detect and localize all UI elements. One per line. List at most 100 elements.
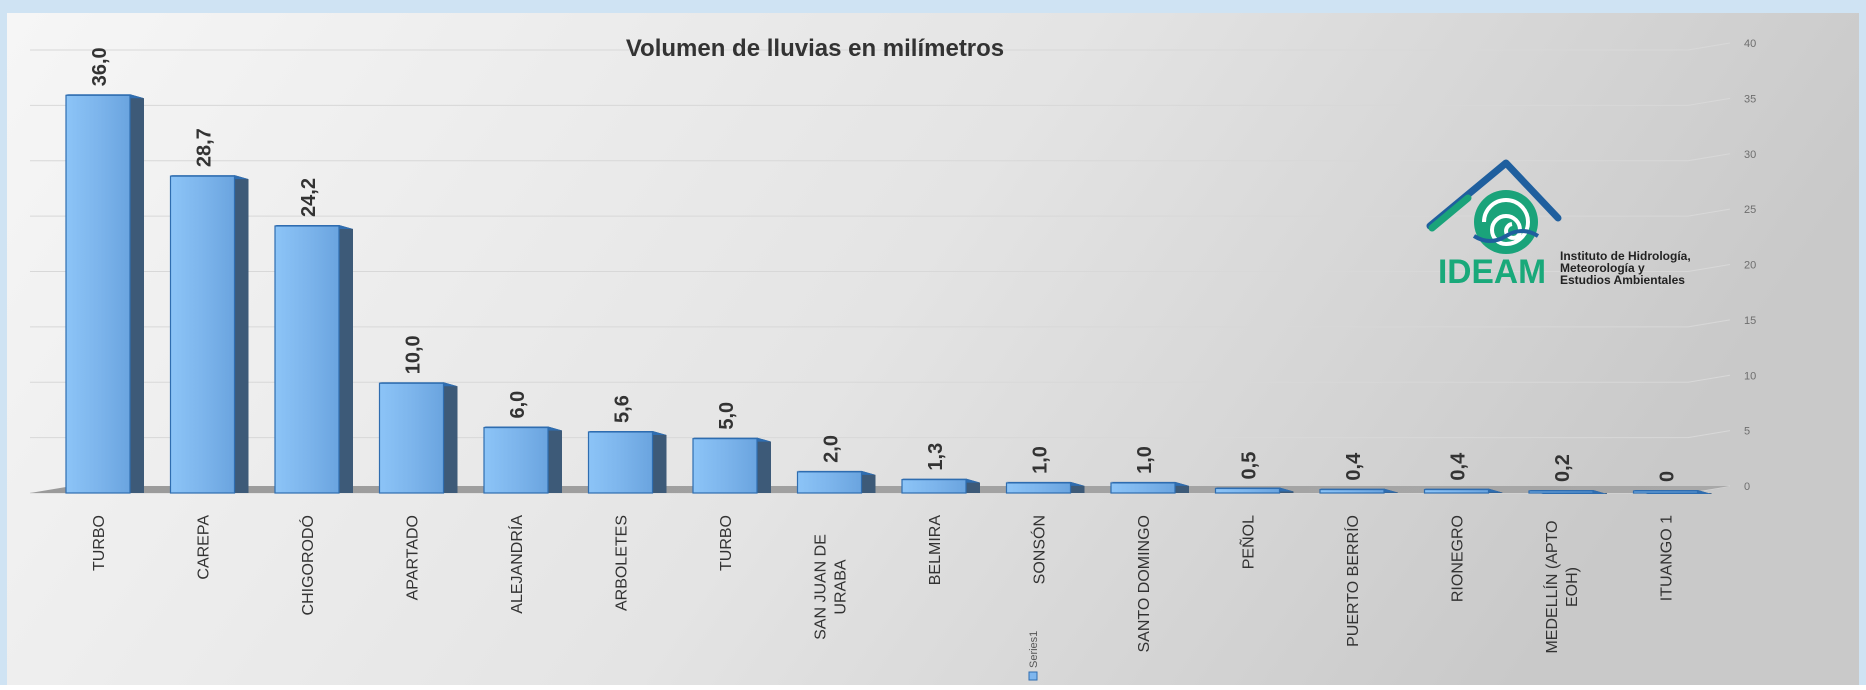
legend-label: Series1 — [1028, 631, 1040, 668]
bar-front — [901, 479, 967, 494]
bar — [1005, 481, 1085, 494]
data-label: 5,0 — [716, 402, 738, 430]
category-label: CHIGORODÓ — [298, 515, 317, 615]
bar — [692, 437, 771, 494]
bar-side — [548, 426, 562, 493]
gridline — [30, 374, 1731, 383]
data-label: 0,4 — [1448, 452, 1470, 481]
category-label: BELMIRA — [927, 515, 944, 586]
logo-brand: IDEAM — [1438, 253, 1546, 291]
bar-side — [861, 470, 876, 493]
bar — [901, 478, 980, 494]
bar — [274, 224, 353, 494]
bar-front — [1110, 482, 1176, 494]
category-label-line: ALEJANDRÍA — [507, 515, 526, 614]
category-label: ITUANGO 1 — [1659, 515, 1676, 601]
category-label-line: MEDELLÍN (APTO — [1542, 520, 1561, 653]
category-label: MEDELLÍN (APTO EOH) — [1542, 520, 1581, 653]
data-label: 28,7 — [194, 128, 216, 167]
bar — [587, 430, 667, 494]
bar-side — [234, 175, 249, 493]
category-label: ARBOLETES — [614, 515, 631, 611]
bar-front — [483, 426, 549, 494]
category-label-line: ITUANGO 1 — [1659, 515, 1676, 601]
category-label: SAN JUAN DE URABA — [813, 534, 850, 640]
category-label: CAREPA — [196, 515, 213, 580]
data-label: 0,2 — [1552, 454, 1574, 482]
gridline — [30, 97, 1731, 106]
chart-title: Volumen de lluvias en milímetros — [626, 35, 1004, 62]
category-label-line: APARTADO — [405, 515, 422, 600]
legend: Series1 — [1028, 631, 1040, 681]
bar-front — [587, 431, 654, 494]
category-label: TURBO — [718, 515, 735, 571]
data-label: 2,0 — [821, 435, 843, 463]
bar — [483, 426, 562, 494]
data-label: 10,0 — [403, 335, 425, 374]
bar-side — [443, 382, 458, 493]
bar-front — [1423, 488, 1490, 494]
gridline — [30, 264, 1731, 272]
category-label: SONSÓN — [1030, 515, 1049, 584]
bar — [169, 175, 249, 494]
gridline — [30, 153, 1731, 162]
data-label: 1,3 — [925, 443, 947, 471]
bar-front — [169, 175, 236, 494]
y-tick-label: 30 — [1744, 149, 1756, 161]
bar — [1319, 488, 1398, 494]
category-label-line: URABA — [833, 559, 850, 614]
gridline — [30, 42, 1731, 51]
bar — [378, 382, 458, 494]
category-labels: TURBO CAREPA CHIGORODÓ APARTADO ALEJANDRÍA AR… — [91, 515, 1676, 654]
data-label: 24,2 — [298, 178, 320, 217]
legend-swatch — [1028, 671, 1038, 681]
category-label-line: BELMIRA — [927, 515, 944, 586]
category-label-line: TURBO — [91, 515, 108, 571]
category-label: PEÑOL — [1238, 515, 1258, 569]
ideam-logo: IDEAM Instituto de Hidrología, Meteorolo… — [1426, 159, 1691, 291]
bar-side — [130, 94, 144, 494]
bar-front — [1319, 488, 1385, 494]
category-label-line: ARBOLETES — [614, 515, 631, 611]
y-tick-label: 25 — [1744, 204, 1756, 216]
category-label: SANTO DOMINGO — [1136, 515, 1153, 653]
bar-front — [796, 471, 863, 494]
bar — [65, 94, 144, 494]
bar-front — [1632, 490, 1699, 494]
bar — [1214, 487, 1294, 494]
data-label: 1,0 — [1134, 446, 1156, 474]
logo-swirl-inner-icon — [1482, 198, 1530, 247]
y-tick-label: 10 — [1744, 370, 1756, 382]
bar-front — [1214, 487, 1281, 494]
bar-side — [757, 437, 771, 493]
data-label: 5,6 — [612, 395, 634, 423]
bar-front — [1528, 490, 1594, 494]
y-tick-label: 35 — [1744, 93, 1756, 105]
data-label: 1,0 — [1030, 446, 1052, 474]
y-tick-label: 5 — [1744, 426, 1750, 438]
logo-tagline-1: Instituto de Hidrología, — [1560, 249, 1691, 263]
category-label-line: RIONEGRO — [1450, 515, 1467, 602]
bars — [65, 94, 1712, 494]
category-label-line: PEÑOL — [1238, 515, 1258, 569]
category-label-line: SONSÓN — [1030, 515, 1049, 584]
logo-tagline-2: Meteorología y — [1560, 261, 1645, 275]
bar — [1423, 488, 1503, 494]
bar-front — [65, 94, 131, 494]
category-label-line: CHIGORODÓ — [298, 515, 317, 615]
bar-front — [1005, 482, 1072, 494]
bar-front — [378, 382, 445, 494]
bar — [1110, 481, 1189, 494]
gridlines — [30, 42, 1731, 494]
category-label-line: SAN JUAN DE — [813, 534, 830, 640]
bar-side — [339, 224, 353, 494]
y-axis-ticks: 0 5 10 15 20 25 30 35 40 — [1744, 38, 1756, 493]
data-label: 6,0 — [507, 391, 529, 419]
logo-tagline-3: Estudios Ambientales — [1560, 273, 1685, 287]
gridline — [30, 208, 1731, 217]
bar-front — [692, 438, 758, 494]
category-label: PUERTO BERRÍO — [1343, 515, 1362, 647]
category-label: ALEJANDRÍA — [507, 515, 526, 614]
